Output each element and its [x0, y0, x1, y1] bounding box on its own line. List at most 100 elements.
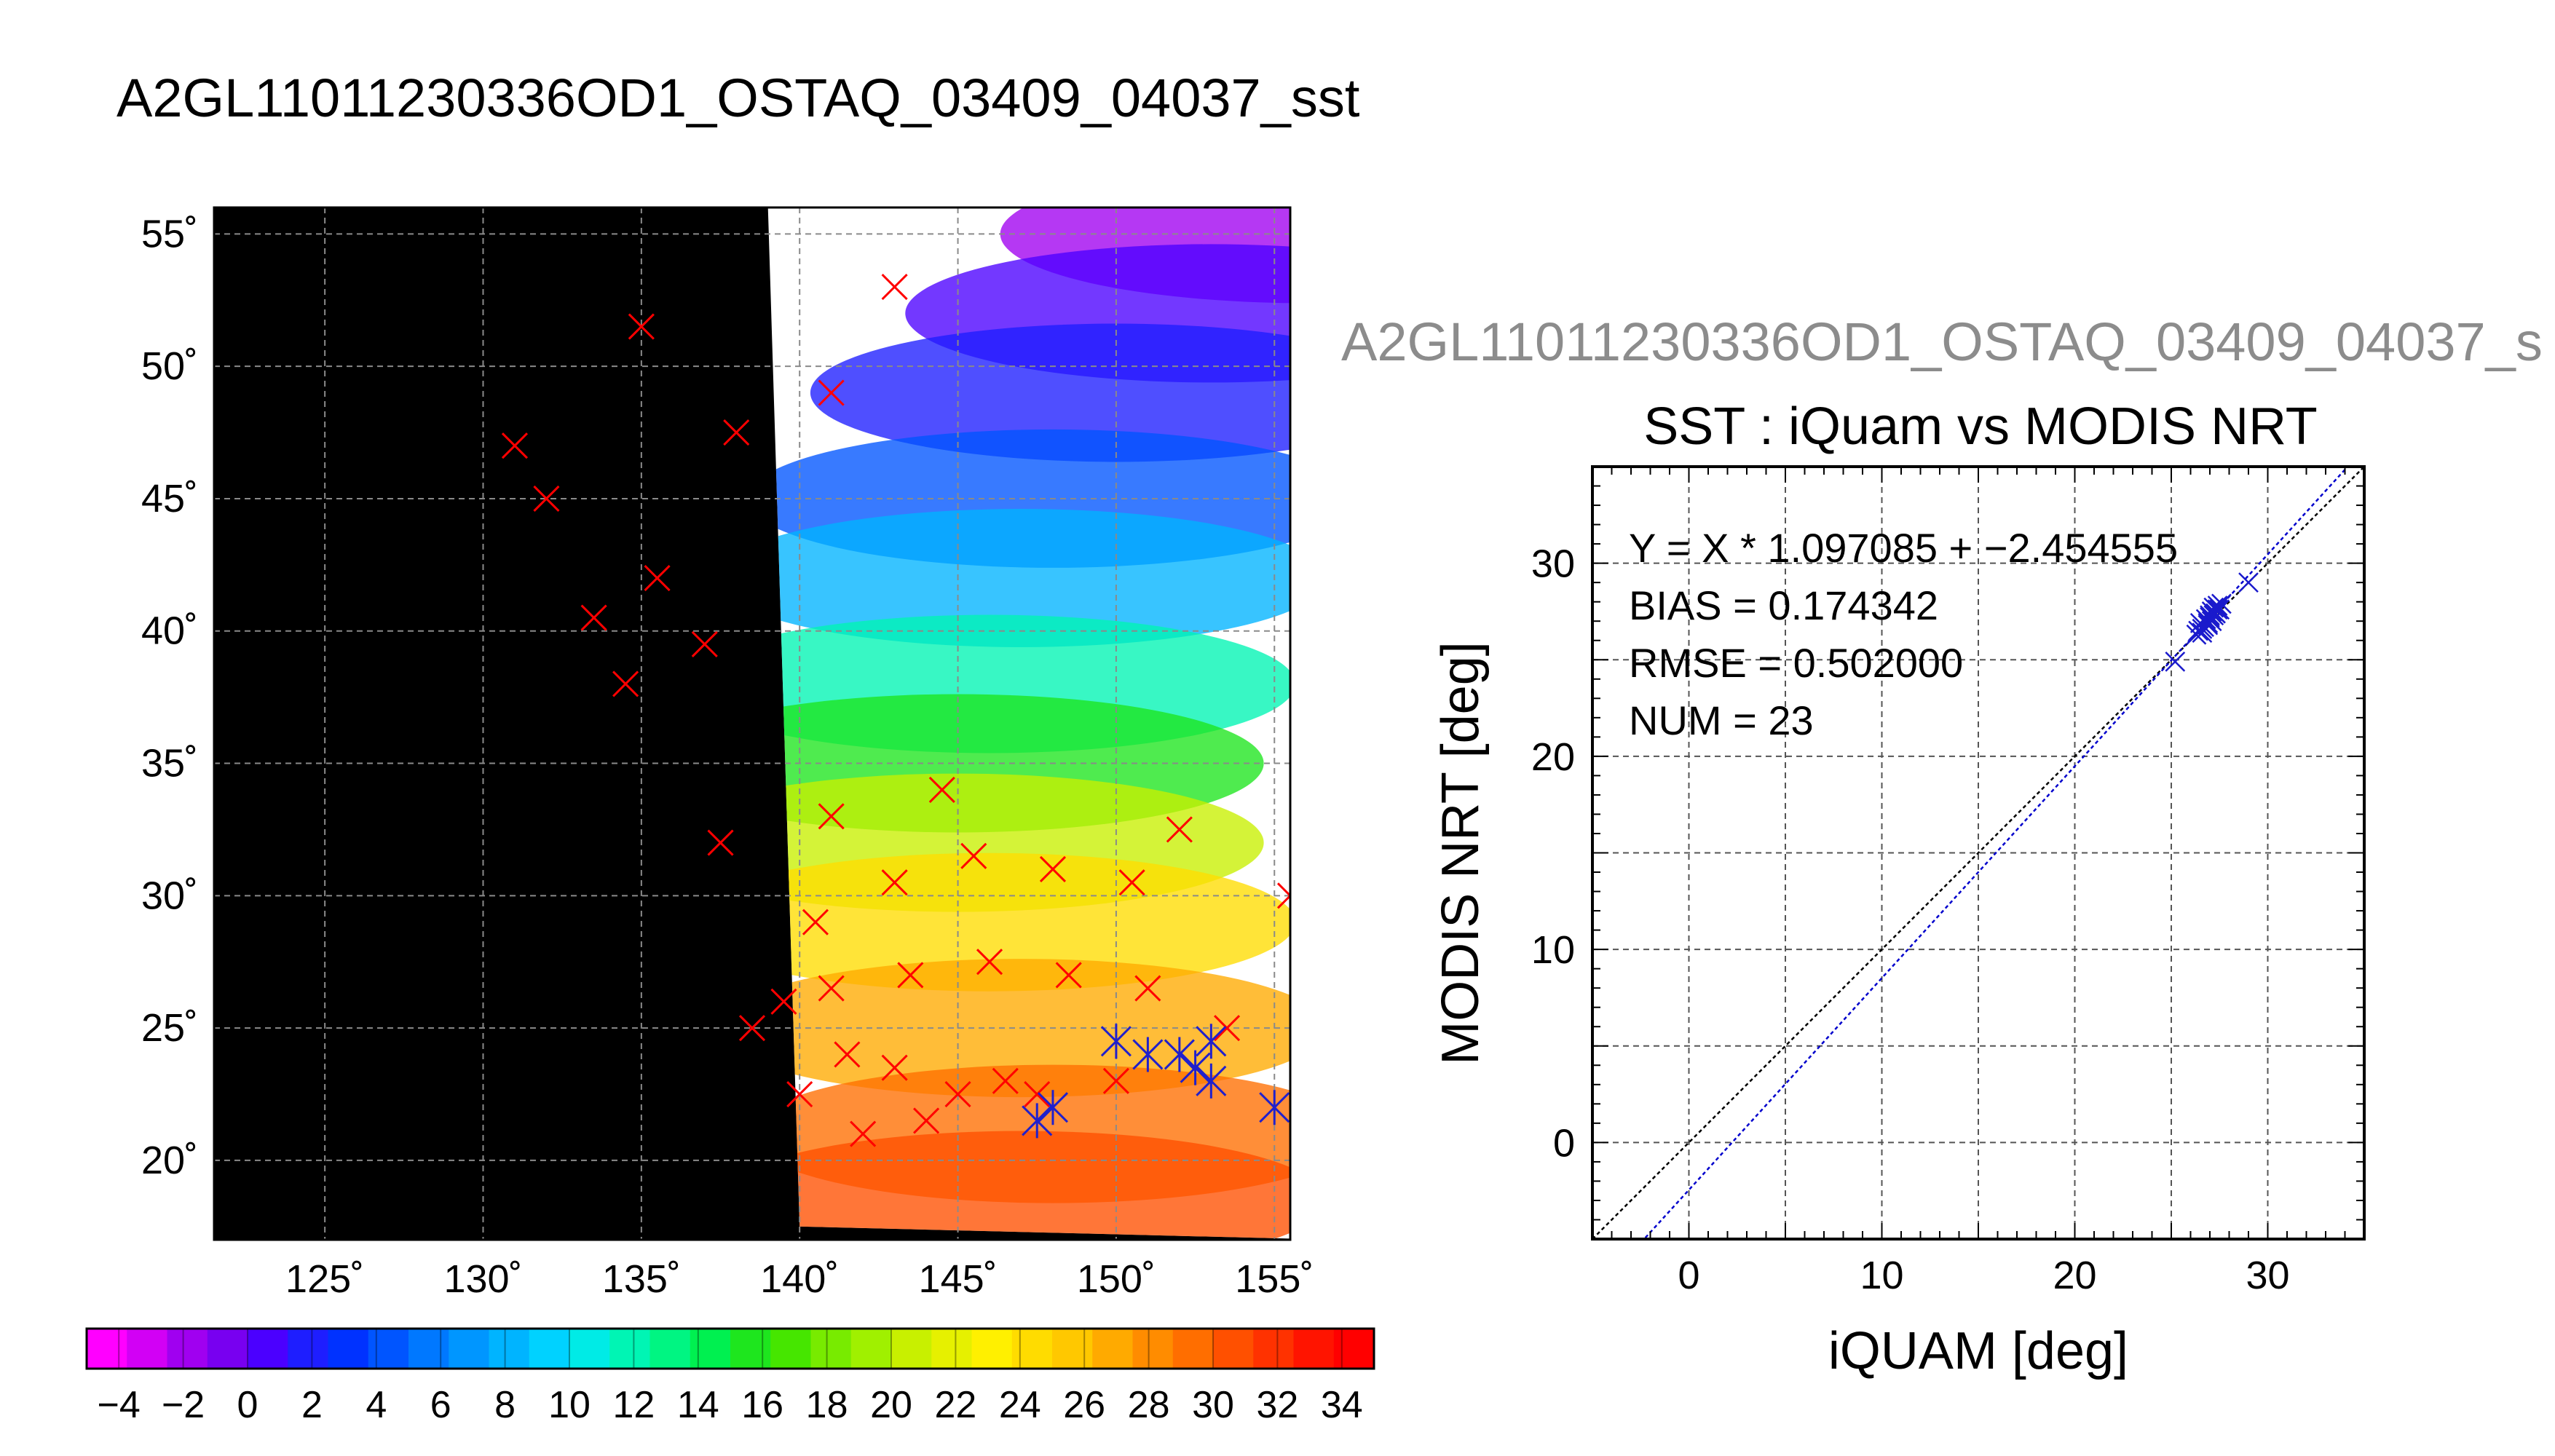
- colorbar-cell: [1293, 1329, 1335, 1369]
- map-longitude-ticks: 125˚ 130˚ 135˚ 140˚ 145˚ 150˚ 155˚: [285, 1257, 1314, 1301]
- colorbar-tick-label: 6: [430, 1384, 451, 1426]
- colorbar-cell: [167, 1329, 208, 1369]
- observation-marker: [707, 829, 734, 856]
- colorbar-cell: [207, 1329, 248, 1369]
- observation-marker: [1024, 1080, 1051, 1108]
- scatter-panel: SST : iQuam vs MODIS NRT 0 10 20 30 0 10 20 30…: [1431, 397, 2366, 1380]
- colorbar-cell: [368, 1329, 409, 1369]
- match-marker: [1259, 1090, 1290, 1125]
- sst-patch: [767, 852, 1290, 992]
- sst-colorbar: −4 −2 0 2 4 6 8 10 12 14 16 18 20 22 24 26 28 30 32 34: [85, 1327, 1375, 1426]
- colorbar-cell: [1333, 1329, 1375, 1369]
- match-marker: [1100, 1024, 1132, 1059]
- colorbar-tick-label: 22: [934, 1384, 976, 1426]
- map-latitude-ticks: 20˚ 25˚ 30˚ 35˚ 40˚ 45˚ 50˚ 55˚: [141, 212, 198, 1182]
- observation-marker: [1276, 882, 1290, 909]
- colorbar-tick-label: 34: [1321, 1384, 1363, 1426]
- scatter-point: [2205, 603, 2226, 624]
- colorbar-cell: [649, 1329, 691, 1369]
- colorbar-cell: [1132, 1329, 1174, 1369]
- observation-marker: [723, 419, 750, 446]
- observation-marker: [501, 432, 529, 459]
- observation-marker: [818, 975, 845, 1002]
- colorbar-cell: [408, 1329, 449, 1369]
- colorbar-cell: [1011, 1329, 1053, 1369]
- colorbar-tick-label: 14: [677, 1384, 719, 1426]
- colorbar-tick-label: 32: [1256, 1384, 1298, 1426]
- observation-marker: [897, 962, 924, 989]
- colorbar-cell: [1092, 1329, 1134, 1369]
- colorbar-cell: [449, 1329, 490, 1369]
- map-lat-tick-label: 50˚: [141, 344, 198, 388]
- observation-marker: [913, 1107, 940, 1134]
- observation-marker: [881, 274, 908, 301]
- colorbar-cell: [850, 1329, 892, 1369]
- colorbar-tick-label: 24: [999, 1384, 1041, 1426]
- scatter-point: [2211, 593, 2232, 614]
- colorbar-tick-label: 20: [870, 1384, 912, 1426]
- observation-marker: [1213, 1015, 1241, 1042]
- colorbar-cell: [288, 1329, 329, 1369]
- observation-marker: [802, 909, 829, 935]
- colorbar-ticks: −4 −2 0 2 4 6 8 10 12 14 16 18 20 22 24 26 28 30 32 34: [98, 1329, 1363, 1426]
- scatter-point: [2238, 572, 2259, 593]
- colorbar-tick-label: −2: [162, 1384, 205, 1426]
- map-lon-tick-label: 135˚: [602, 1257, 681, 1301]
- colorbar-cell: [810, 1329, 852, 1369]
- observation-marker: [1039, 855, 1067, 883]
- scatter-point: [2165, 652, 2186, 672]
- colorbar-cell: [1172, 1329, 1214, 1369]
- scatter-y-tick-label: 30: [1531, 542, 1575, 586]
- map-title: A2GL11011230336OD1_OSTAQ_03409_04037_sst: [117, 68, 1360, 128]
- observation-marker: [818, 379, 845, 406]
- colorbar-cell: [248, 1329, 288, 1369]
- colorbar-cell: [971, 1329, 1013, 1369]
- sst-map-panel: 125˚ 130˚ 135˚ 140˚ 145˚ 150˚ 155˚ 20˚ 25˚ 30˚ 35…: [141, 206, 1314, 1301]
- scatter-lines: [1592, 467, 2364, 1239]
- match-marker: [1196, 1024, 1227, 1059]
- colorbar-cell: [569, 1329, 610, 1369]
- scatter-x-tick-label: 10: [1860, 1254, 1903, 1297]
- map-frame: [213, 206, 1292, 1241]
- scatter-y-tick-label: 10: [1531, 928, 1575, 972]
- colorbar-cell: [87, 1329, 127, 1369]
- map-lon-tick-label: 130˚: [443, 1257, 522, 1301]
- scatter-x-tick-label: 20: [2053, 1254, 2096, 1297]
- observation-marker: [1134, 975, 1161, 1002]
- match-marker: [1132, 1037, 1164, 1072]
- observation-marker: [738, 1015, 766, 1042]
- observation-marker: [786, 1080, 813, 1108]
- observation-marker: [1166, 816, 1193, 843]
- map-lat-tick-label: 20˚: [141, 1139, 198, 1182]
- observation-marker: [770, 988, 797, 1015]
- colorbar-cell: [489, 1329, 530, 1369]
- scatter-y-tick-label: 0: [1553, 1121, 1575, 1165]
- map-content: [214, 207, 1290, 1240]
- colorbar-cell: [609, 1329, 651, 1369]
- observation-marker: [644, 564, 671, 592]
- map-lat-tick-label: 30˚: [141, 874, 198, 917]
- match-marker: [1022, 1103, 1053, 1139]
- map-lat-tick-label: 45˚: [141, 477, 198, 521]
- map-gridlines: [214, 207, 1290, 1240]
- colorbar-tick-label: 28: [1128, 1384, 1170, 1426]
- match-marker: [1180, 1050, 1211, 1085]
- scatter-points: [2165, 572, 2259, 672]
- colorbar-cell: [931, 1329, 973, 1369]
- observation-marker: [881, 869, 908, 896]
- observation-marker: [881, 1054, 908, 1081]
- scatter-x-ticks: 0 10 20 30: [1678, 1254, 2289, 1297]
- observation-marker: [628, 313, 655, 340]
- fit-equation: Y = X * 1.097085 + −2.454555: [1629, 525, 2178, 571]
- observation-marker: [928, 776, 955, 803]
- colorbar-tick-label: 12: [612, 1384, 655, 1426]
- colorbar-tick-label: 26: [1063, 1384, 1105, 1426]
- scatter-point: [2207, 599, 2228, 620]
- observation-marker: [1055, 962, 1082, 989]
- colorbar-cell: [1213, 1329, 1254, 1369]
- colorbar-tick-label: −4: [98, 1384, 141, 1426]
- colorbar-cell: [891, 1329, 932, 1369]
- map-lon-tick-label: 140˚: [760, 1257, 839, 1301]
- observation-marker: [976, 949, 1003, 976]
- rmse-stat: RMSE = 0.502000: [1629, 640, 1963, 686]
